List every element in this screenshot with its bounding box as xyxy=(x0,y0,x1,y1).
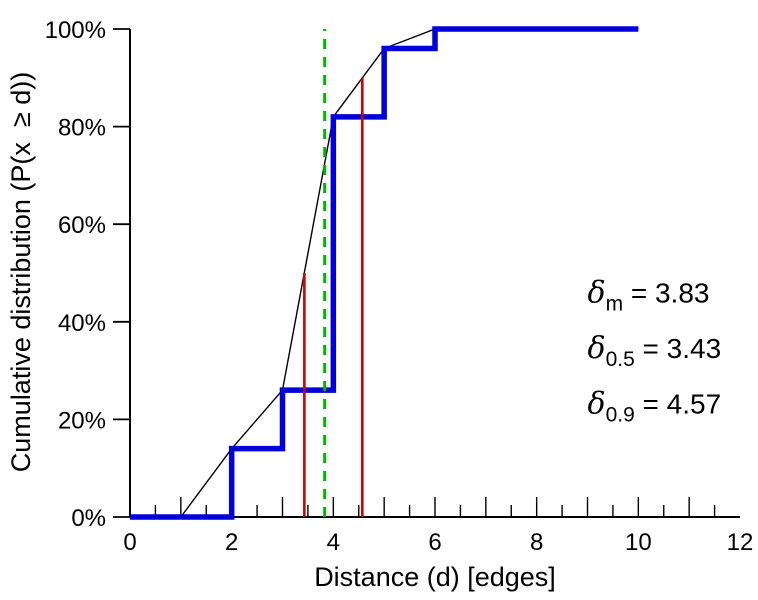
y-tick-label: 20% xyxy=(58,407,106,434)
delta-symbol: δ xyxy=(588,387,606,422)
x-axis-label: Distance (d) [edges] xyxy=(314,562,556,592)
annotation-value: = 3.83 xyxy=(623,277,709,308)
empirical-cdf-step xyxy=(130,26,639,520)
delta-subscript: 0.9 xyxy=(606,404,635,427)
y-tick-label: 40% xyxy=(58,310,106,337)
annotation-delta-05: δ0.5 = 3.43 xyxy=(588,331,722,371)
x-tick-label: 2 xyxy=(225,529,238,556)
x-tick-label: 10 xyxy=(625,529,652,556)
x-tick-label: 6 xyxy=(428,529,441,556)
y-tick-label: 80% xyxy=(58,115,106,142)
y-tick-label: 0% xyxy=(71,505,106,532)
delta-subscript: m xyxy=(606,292,624,315)
delta-symbol: δ xyxy=(588,331,606,366)
annotation-delta-m: δm = 3.83 xyxy=(588,275,710,315)
y-tick-label: 100% xyxy=(45,17,106,44)
x-tick-label: 8 xyxy=(530,529,543,556)
linear-interpolation-line xyxy=(180,28,639,518)
annotation-delta-09: δ0.9 = 4.57 xyxy=(588,387,722,427)
y-axis-label: Cumulative distribution (P(x ≥ d)) xyxy=(6,72,36,472)
x-tick-label: 0 xyxy=(123,529,136,556)
y-tick-label: 60% xyxy=(58,212,106,239)
annotation-value: = 3.43 xyxy=(635,333,721,364)
axes-frame xyxy=(129,29,740,518)
delta-symbol: δ xyxy=(588,275,606,310)
x-tick-label: 12 xyxy=(727,529,754,556)
delta-subscript: 0.5 xyxy=(606,348,635,371)
annotation-value: = 4.57 xyxy=(635,389,721,420)
x-tick-label: 4 xyxy=(327,529,340,556)
